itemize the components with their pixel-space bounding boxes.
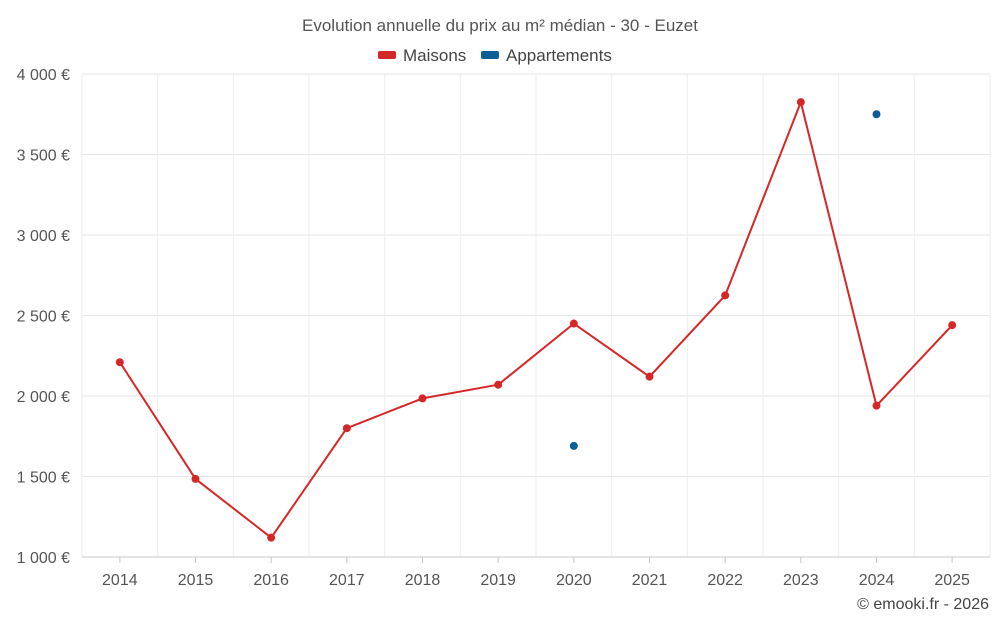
x-tick-label: 2015	[178, 572, 214, 589]
y-tick-label: 2 500 €	[17, 309, 70, 326]
y-axis: 1 000 € 1 500 € 2 000 € 2 500 € 3 000 € 3 500…	[17, 67, 70, 567]
data-point-appartements[interactable]	[569, 441, 578, 450]
data-point-maisons[interactable]	[796, 98, 805, 107]
legend-item-maisons[interactable]: Maisons	[378, 46, 466, 65]
x-tick-label: 2018	[405, 572, 441, 589]
x-tick-label: 2017	[329, 572, 365, 589]
y-tick-label: 2 000 €	[17, 389, 70, 406]
credit: © emooki.fr - 2026	[857, 596, 989, 613]
x-tick-label: 2014	[102, 572, 138, 589]
y-tick-label: 1 000 €	[17, 550, 70, 567]
data-point-maisons[interactable]	[721, 291, 730, 300]
data-point-maisons[interactable]	[494, 380, 503, 389]
plot-area	[115, 98, 957, 542]
y-tick-label: 3 500 €	[17, 148, 70, 165]
series-maisons	[115, 98, 957, 542]
y-tick-label: 1 500 €	[17, 470, 70, 487]
data-point-maisons[interactable]	[948, 321, 957, 330]
data-point-maisons[interactable]	[872, 401, 881, 410]
x-tick-label: 2021	[632, 572, 668, 589]
x-tick-label: 2020	[556, 572, 592, 589]
data-point-maisons[interactable]	[342, 424, 351, 433]
data-point-maisons[interactable]	[645, 372, 654, 381]
x-tick-label: 2016	[253, 572, 289, 589]
data-point-maisons[interactable]	[418, 394, 427, 403]
data-point-appartements[interactable]	[872, 110, 881, 119]
data-point-maisons[interactable]	[569, 319, 578, 328]
y-tick-label: 4 000 €	[17, 67, 70, 84]
legend-item-appartements[interactable]: Appartements	[481, 46, 612, 65]
series-line-maisons	[118, 101, 953, 539]
legend-label-appartements: Appartements	[506, 46, 612, 65]
legend-label-maisons: Maisons	[403, 46, 466, 65]
x-axis: 2014 2015 2016 2017 2018 2019 2020 2021 2022 2023…	[82, 556, 990, 589]
x-tick-label: 2019	[480, 572, 516, 589]
legend-swatch-maisons	[378, 51, 396, 59]
legend-swatch-appartements	[481, 51, 499, 59]
legend: Maisons Appartements	[378, 46, 612, 65]
data-point-maisons[interactable]	[267, 533, 276, 542]
data-point-maisons[interactable]	[191, 474, 200, 483]
x-tick-label: 2023	[783, 572, 819, 589]
data-point-maisons[interactable]	[115, 358, 124, 367]
series-appartements	[569, 110, 881, 450]
chart-title: Evolution annuelle du prix au m² médian …	[302, 16, 698, 35]
x-tick-label: 2025	[934, 572, 970, 589]
y-tick-label: 3 000 €	[17, 228, 70, 245]
grid	[81, 73, 991, 558]
x-tick-label: 2024	[859, 572, 895, 589]
x-tick-label: 2022	[707, 572, 743, 589]
